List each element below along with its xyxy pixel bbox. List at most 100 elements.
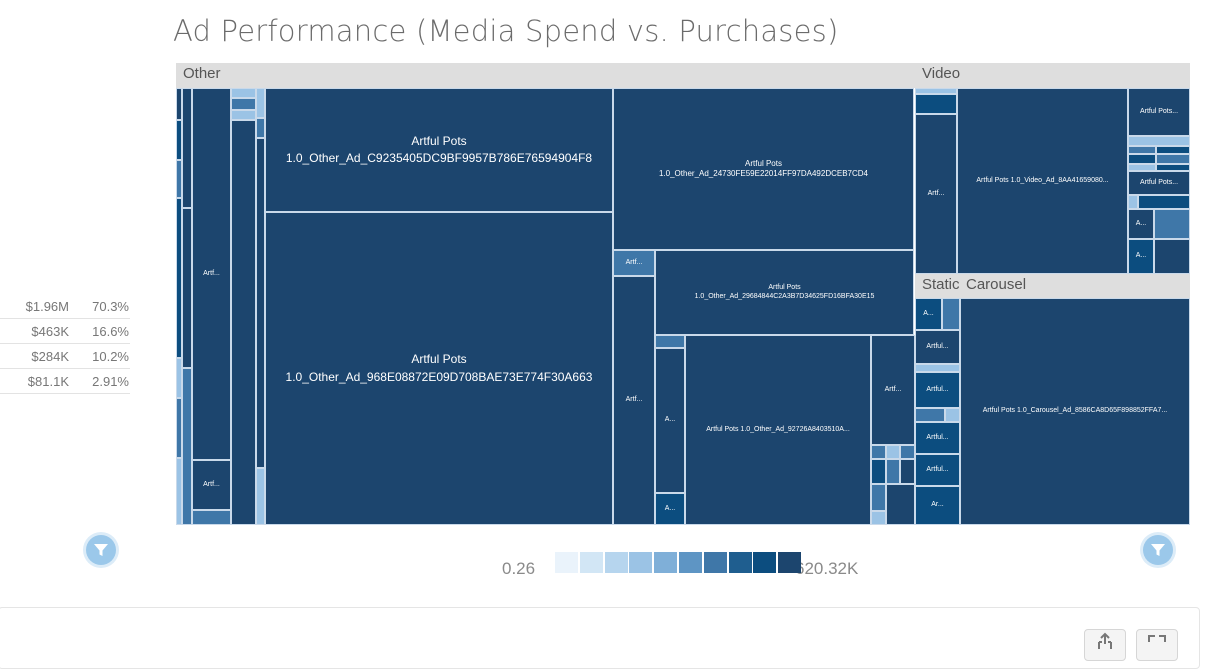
- treemap-tile[interactable]: [176, 458, 182, 525]
- treemap-tile[interactable]: [871, 445, 886, 459]
- tile-label: Artful Pots 1.0_Video_Ad_8AA41659080...: [976, 176, 1109, 184]
- treemap-tile[interactable]: [945, 408, 960, 422]
- treemap-tile[interactable]: Artful...: [915, 422, 960, 454]
- group-header-carousel[interactable]: Carousel: [959, 274, 1190, 298]
- treemap-tile[interactable]: Artful...: [915, 372, 960, 408]
- treemap-chart[interactable]: Other Video Static Carousel Artf... Artf... Ar…: [176, 63, 1190, 525]
- treemap-tile[interactable]: [871, 484, 886, 511]
- treemap-tile[interactable]: Artful Pots 1.0_Other_Ad_29684844C2A3B7D…: [655, 250, 914, 335]
- treemap-tile[interactable]: [1128, 154, 1156, 164]
- treemap-tile[interactable]: [176, 120, 182, 160]
- treemap-tile[interactable]: [1154, 239, 1190, 274]
- treemap-tile[interactable]: Artful Pots 1.0_Other_Ad_24730FE59E22014…: [613, 88, 914, 250]
- treemap-tile[interactable]: [1156, 164, 1190, 171]
- treemap-tile[interactable]: [886, 484, 915, 525]
- treemap-tile[interactable]: [176, 358, 182, 398]
- treemap-tile[interactable]: [231, 120, 256, 525]
- filter-icon: [1151, 544, 1165, 556]
- legend-swatch: [753, 552, 777, 573]
- treemap-tile[interactable]: [1128, 136, 1190, 146]
- treemap-tile[interactable]: Artful...: [915, 454, 960, 486]
- treemap-tile[interactable]: [182, 208, 192, 368]
- treemap-tile[interactable]: Artf...: [871, 335, 915, 445]
- treemap-tile[interactable]: [256, 118, 265, 138]
- treemap-tile[interactable]: Artful Pots 1.0_Other_Ad_92726A8403510A.…: [685, 335, 871, 525]
- treemap-tile[interactable]: [942, 298, 960, 330]
- treemap-tile[interactable]: A...: [655, 493, 685, 525]
- treemap-tile[interactable]: [915, 408, 945, 422]
- tile-label: Artf...: [625, 396, 643, 404]
- treemap-tile[interactable]: [192, 510, 231, 525]
- treemap-tile[interactable]: [176, 398, 182, 458]
- treemap-tile[interactable]: Artful...: [915, 330, 960, 364]
- tile-label: A...: [1135, 219, 1147, 227]
- treemap-tile[interactable]: [256, 88, 265, 118]
- treemap-tile[interactable]: [915, 364, 960, 372]
- tile-label: Artful Pots 1.0_Other_Ad_29684844C2A3B7D…: [694, 283, 875, 300]
- tile-label: A...: [1135, 252, 1147, 260]
- share-button[interactable]: [1084, 629, 1126, 661]
- tile-label: A...: [923, 309, 934, 317]
- treemap-tile[interactable]: Artful Pots 1.0_Other_Ad_C9235405DC9BF99…: [265, 88, 613, 212]
- treemap-tile[interactable]: [231, 98, 256, 110]
- group-header-static[interactable]: Static: [915, 274, 960, 298]
- treemap-tile[interactable]: Artful Pots 1.0_Other_Ad_968E08872E09D70…: [265, 212, 613, 525]
- treemap-tile[interactable]: [886, 445, 900, 459]
- treemap-tile[interactable]: Artf...: [613, 250, 655, 276]
- treemap-tile[interactable]: A...: [1128, 239, 1154, 274]
- treemap-tile[interactable]: Artf...: [192, 88, 231, 460]
- treemap-tile[interactable]: Artful Pots...: [1128, 88, 1190, 136]
- treemap-tile[interactable]: [176, 160, 182, 198]
- treemap-tile[interactable]: [256, 468, 265, 525]
- table-row: $463K 16.6%: [0, 319, 130, 344]
- legend-swatch: [629, 552, 653, 573]
- treemap-tile[interactable]: [182, 368, 192, 525]
- treemap-tile[interactable]: [886, 459, 900, 484]
- treemap-tile[interactable]: [915, 94, 957, 114]
- treemap-tile[interactable]: [231, 88, 256, 98]
- treemap-tile[interactable]: [871, 511, 886, 525]
- treemap-tile[interactable]: [176, 198, 182, 358]
- treemap-tile[interactable]: Artful Pots 1.0_Carousel_Ad_8586CA8D65F8…: [960, 298, 1190, 525]
- legend-swatch: [679, 552, 702, 573]
- legend-swatch: [728, 552, 752, 573]
- filter-button[interactable]: [1143, 535, 1173, 565]
- treemap-tile[interactable]: [1138, 195, 1190, 209]
- legend-swatch: [778, 552, 802, 573]
- treemap-tile[interactable]: [900, 459, 915, 484]
- treemap-tile[interactable]: Artf...: [192, 460, 231, 510]
- treemap-tile[interactable]: [1128, 146, 1156, 154]
- fullscreen-button[interactable]: [1136, 629, 1178, 661]
- treemap-tile[interactable]: [655, 335, 685, 348]
- tile-label: Artful...: [926, 385, 949, 393]
- legend-swatch: [555, 552, 578, 573]
- treemap-tile[interactable]: [1156, 154, 1190, 164]
- group-header-video[interactable]: Video: [915, 63, 1190, 88]
- tile-label: Artf...: [927, 189, 945, 197]
- treemap-tile[interactable]: [1156, 146, 1190, 154]
- treemap-tile[interactable]: [1128, 195, 1138, 209]
- treemap-tile[interactable]: Artful Pots 1.0_Video_Ad_8AA41659080...: [957, 88, 1128, 274]
- treemap-tile[interactable]: Artf...: [613, 276, 655, 525]
- treemap-tile[interactable]: [871, 459, 886, 484]
- treemap-tile[interactable]: A...: [655, 348, 685, 493]
- treemap-tile[interactable]: [915, 88, 957, 94]
- treemap-tile[interactable]: [1128, 164, 1156, 171]
- treemap-tile[interactable]: Ar...: [915, 486, 960, 525]
- treemap-tile[interactable]: [231, 110, 256, 120]
- treemap-tile[interactable]: [900, 445, 915, 459]
- table-row: $1.96M 70.3%: [0, 294, 130, 319]
- tile-label: Artful Pots 1.0_Carousel_Ad_8586CA8D65F8…: [982, 407, 1168, 415]
- filter-button[interactable]: [86, 535, 116, 565]
- group-header-other[interactable]: Other: [176, 63, 918, 88]
- treemap-tile[interactable]: Artf...: [915, 114, 957, 274]
- treemap-tile[interactable]: [182, 88, 192, 208]
- treemap-tile[interactable]: Artful Pots...: [1128, 171, 1190, 195]
- treemap-tile[interactable]: A...: [915, 298, 942, 330]
- treemap-tile[interactable]: A...: [1128, 209, 1154, 239]
- treemap-tile[interactable]: [256, 138, 265, 468]
- row-percent: 70.3%: [92, 299, 129, 314]
- treemap-tile[interactable]: [176, 88, 182, 120]
- treemap-tile[interactable]: [1154, 209, 1190, 239]
- legend-swatch: [654, 552, 678, 573]
